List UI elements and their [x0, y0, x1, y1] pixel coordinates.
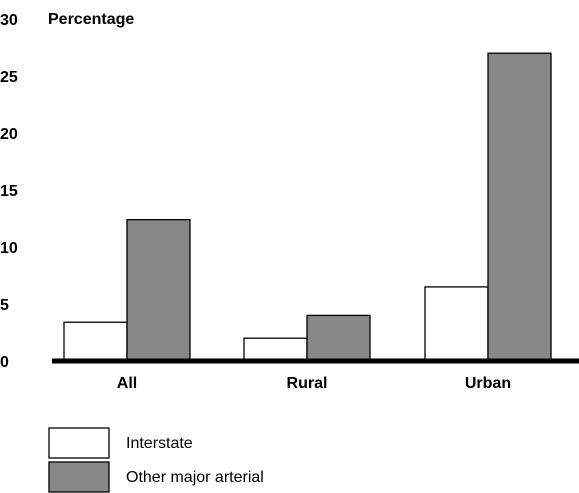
y-axis-unit-label: Percentage: [48, 11, 134, 28]
x-axis-category-labels: All Rural Urban: [117, 375, 511, 392]
legend-label: Interstate: [126, 435, 193, 452]
x-category-label: All: [117, 375, 137, 392]
legend: Interstate Other major arterial: [49, 428, 264, 492]
y-tick-label: 5: [0, 297, 9, 314]
bars: [64, 53, 551, 361]
legend-swatch: [49, 428, 109, 458]
x-category-label: Urban: [465, 375, 511, 392]
y-tick-label: 20: [0, 126, 18, 143]
bar-rural-other-major-arterial: [307, 315, 370, 361]
y-tick-label: 0: [0, 354, 9, 371]
legend-label: Other major arterial: [126, 469, 264, 486]
y-tick-label: 10: [0, 240, 18, 257]
legend-swatch: [49, 462, 109, 492]
bar-all-interstate: [64, 322, 127, 361]
bar-rural-interstate: [244, 338, 307, 361]
y-axis-ticks: 0 5 10 15 20 25 30: [0, 12, 18, 371]
y-tick-label: 25: [0, 69, 18, 86]
y-tick-label: 15: [0, 183, 18, 200]
x-category-label: Rural: [287, 375, 328, 392]
y-tick-label: 30: [0, 12, 18, 29]
bar-urban-interstate: [425, 287, 488, 361]
bar-all-other-major-arterial: [127, 220, 190, 361]
bar-urban-other-major-arterial: [488, 53, 551, 361]
